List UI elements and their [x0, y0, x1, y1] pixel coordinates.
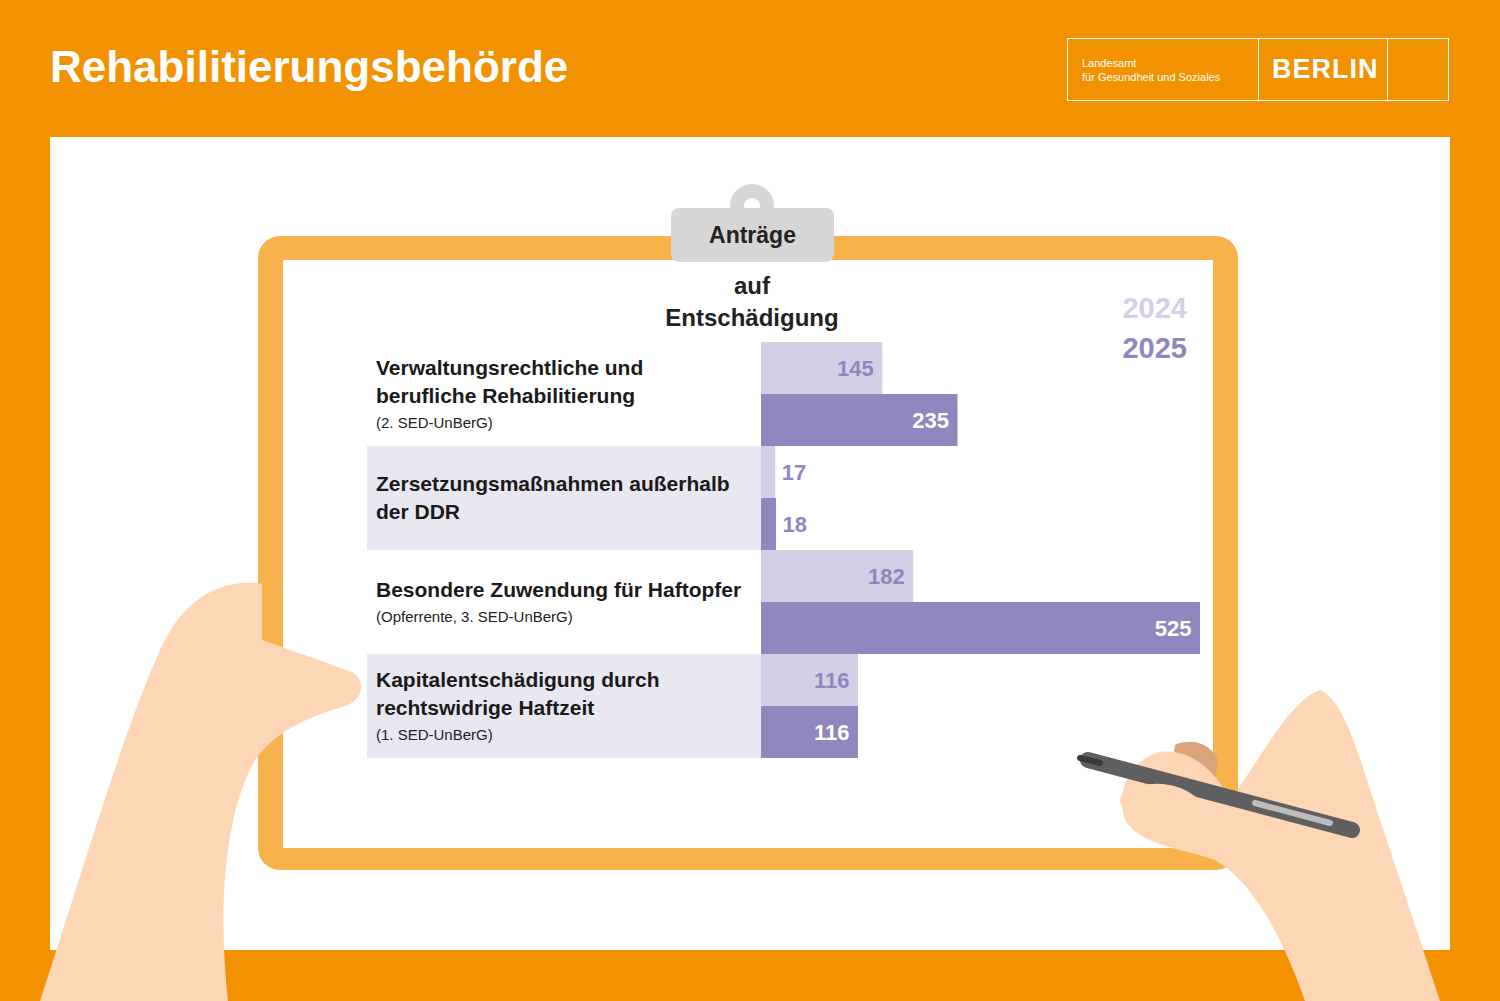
html-text:(Opferrente, 3. SED-UnBerG): (Opferrente, 3. SED-UnBerG) [376, 608, 573, 625]
svg-text:182: 182 [868, 564, 905, 589]
html-text:Rehabilitierungsbehörde: Rehabilitierungsbehörde [50, 42, 569, 91]
html-text:2025: 2025 [1122, 332, 1187, 364]
html-text:Zersetzungsmaßnahmen außerhalb: Zersetzungsmaßnahmen außerhalb der DDR [376, 472, 730, 523]
svg-text:525: 525 [1155, 616, 1192, 641]
html-text:2024: 2024 [1122, 292, 1187, 324]
svg-text:18: 18 [783, 512, 807, 537]
svg-text:116: 116 [814, 668, 850, 693]
html-text:Besondere Zuwendung für Haftop: Besondere Zuwendung für Haftopfer [376, 578, 742, 601]
html-text:Kapitalentschädigung durch rec: Kapitalentschädigung durch rechtswidrige… [376, 668, 660, 719]
html-text:(2. SED-UnBerG): (2. SED-UnBerG) [376, 414, 493, 431]
html-text:BERLIN: BERLIN [1272, 54, 1379, 84]
html-text:(1. SED-UnBerG): (1. SED-UnBerG) [376, 726, 493, 743]
svg-text:145: 145 [837, 356, 874, 381]
html-text:für Gesundheit und Soziales: für Gesundheit und Soziales [1082, 71, 1221, 83]
svg-text:17: 17 [782, 460, 806, 485]
svg-text:116: 116 [814, 720, 850, 745]
html-text:Verwaltungsrechtliche und beru: Verwaltungsrechtliche und berufliche Reh… [376, 356, 644, 407]
html-text:Landesamt: Landesamt [1082, 57, 1137, 69]
svg-text:235: 235 [912, 408, 949, 433]
html-text:Anträge: Anträge [709, 222, 796, 248]
html-text:auf Entschädigung: auf Entschädigung [665, 272, 839, 331]
